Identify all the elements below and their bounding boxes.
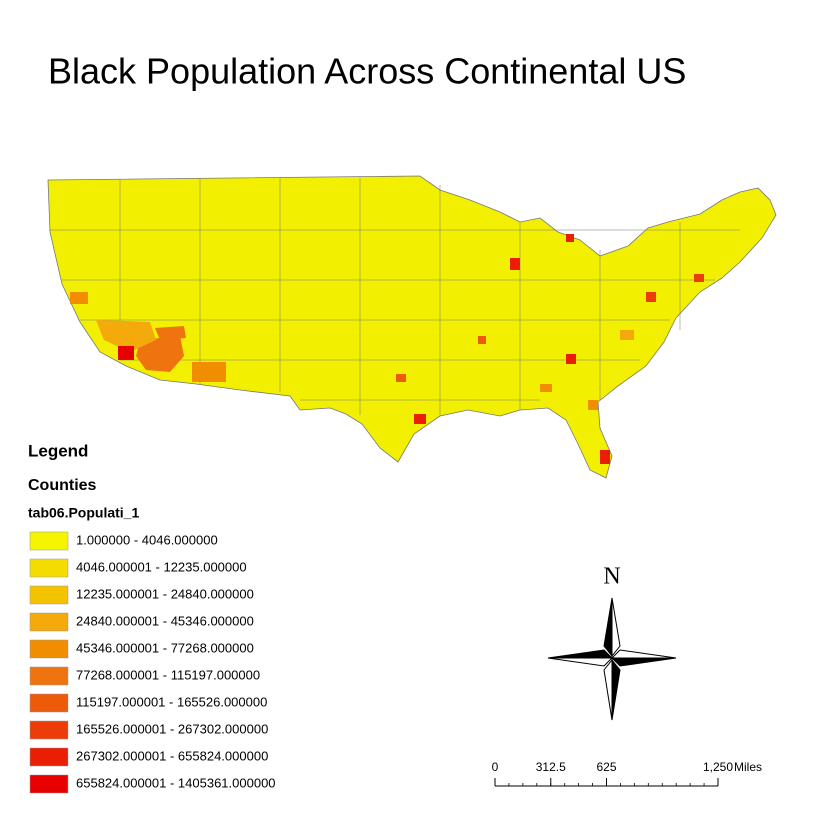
north-arrow (547, 597, 677, 721)
legend-swatch (29, 531, 69, 551)
map-title: Black Population Across Continental US (48, 51, 686, 92)
north-label: N (603, 564, 620, 590)
legend-swatch (29, 774, 69, 794)
legend-swatch (29, 747, 69, 767)
legend-label: 165526.000001 - 267302.000000 (76, 721, 268, 736)
legend-label: 45346.000001 - 77268.000000 (76, 640, 254, 655)
scale-unit: Miles (734, 760, 762, 774)
county-lines (50, 178, 740, 416)
county-highlights (70, 234, 704, 464)
legend-items: 1.000000 - 4046.000000 4046.000001 - 1223… (29, 531, 276, 794)
scale-tick-label: 0 (492, 760, 499, 774)
legend-label: 4046.000001 - 12235.000000 (76, 559, 247, 574)
legend-label: 267302.000001 - 655824.000000 (76, 748, 268, 763)
us-map (47, 175, 777, 479)
legend-field: tab06.Populati_1 (28, 505, 139, 521)
legend-label: 77268.000001 - 115197.000000 (76, 667, 260, 682)
legend-label: 24840.000001 - 45346.000000 (76, 613, 254, 628)
legend-swatch (29, 666, 69, 686)
legend-swatch (29, 720, 69, 740)
scale-tick-label: 1,250 (703, 760, 733, 774)
legend-swatch (29, 558, 69, 578)
legend-label: 1.000000 - 4046.000000 (76, 532, 218, 547)
scale-tick-label: 625 (596, 760, 616, 774)
legend-label: 115197.000001 - 165526.000000 (76, 694, 267, 709)
legend-swatch (29, 585, 69, 605)
legend-swatch (29, 612, 69, 632)
legend-swatch (29, 639, 69, 659)
legend-label: 655824.000001 - 1405361.000000 (76, 775, 276, 790)
legend-label: 12235.000001 - 24840.000000 (76, 586, 254, 601)
scale-tick-label: 312.5 (536, 760, 566, 774)
legend-heading: Legend (28, 441, 88, 460)
legend-layer: Counties (28, 477, 97, 494)
legend-swatch (29, 693, 69, 713)
scale-bar: 0 312.5 625 1,250 Miles (492, 760, 762, 787)
